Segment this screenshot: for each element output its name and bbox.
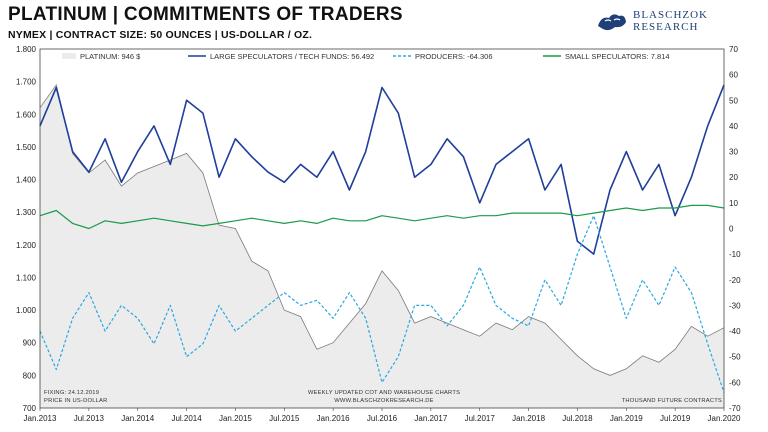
right-axis-tick: 60 (729, 71, 738, 80)
x-axis-tick: Jan.2014 (121, 414, 154, 423)
left-axis-tick: 1.200 (16, 241, 37, 250)
brand-logo: BLASCHZOK RESEARCH (595, 8, 708, 34)
legend-platinum-swatch (62, 53, 76, 59)
x-axis-tick: Jul.2014 (171, 414, 202, 423)
x-axis-tick: Jul.2017 (465, 414, 496, 423)
legend-small-speculators: SMALL SPECULATORS: 7.814 (565, 52, 670, 61)
right-axis-tick: 30 (729, 148, 738, 157)
x-axis-tick: Jul.2019 (660, 414, 691, 423)
right-axis-tick: -50 (729, 353, 741, 362)
left-axis-tick: 1.800 (16, 45, 37, 54)
left-axis-tick: 1.400 (16, 176, 37, 185)
producers-line (39, 215, 725, 393)
right-axis-tick: 20 (729, 173, 738, 182)
fixing-note: FIXING: 24.12.2019 (44, 390, 99, 396)
left-axis-tick: 1.000 (16, 306, 37, 315)
left-axis-tick: 1.700 (16, 78, 37, 87)
website-note: WWW.BLASCHZOKRESEARCH.DE (334, 398, 434, 404)
right-axis-tick: 10 (729, 199, 738, 208)
x-axis-tick: Jan.2013 (24, 414, 57, 423)
platinum-price-area (40, 84, 724, 409)
right-axis-tick: -30 (729, 301, 741, 310)
x-axis-tick: Jan.2016 (317, 414, 350, 423)
left-axis-tick: 1.500 (16, 143, 37, 152)
platinum-price-line (39, 83, 725, 376)
right-axis-tick: 50 (729, 96, 738, 105)
bull-bear-icon (597, 14, 626, 31)
left-axis-tick: 700 (23, 404, 37, 413)
legend-producers: PRODUCERS: -64.306 (415, 52, 493, 61)
legend-platinum: PLATINUM: 946 $ (80, 52, 141, 61)
price-unit-note: PRICE IN US-DOLLAR (44, 398, 108, 404)
chart-subtitle: NYMEX | CONTRACT SIZE: 50 OUNCES | US-DO… (8, 29, 313, 41)
x-axis-tick: Jan.2017 (414, 414, 447, 423)
weekly-charts-note: WEEKLY UPDATED COT AND WAREHOUSE CHARTS (308, 390, 460, 396)
x-axis-tick: Jan.2018 (512, 414, 545, 423)
large-speculators-line (39, 84, 725, 255)
chart-footer: FIXING: 24.12.2019 PRICE IN US-DOLLAR WE… (44, 390, 722, 404)
logo-line-1: BLASCHZOK (632, 9, 708, 21)
logo-line-2: RESEARCH (632, 21, 699, 33)
right-axis-tick: -40 (729, 327, 741, 336)
axes: 7008009001.0001.1001.2001.3001.4001.5001… (16, 45, 741, 423)
right-axis-tick: -60 (729, 378, 741, 387)
right-axis-tick: 70 (729, 45, 738, 54)
right-axis-tick: -10 (729, 250, 741, 259)
plot-area (39, 83, 725, 409)
legend: PLATINUM: 946 $ LARGE SPECULATORS / TECH … (62, 52, 670, 61)
legend-large-speculators: LARGE SPECULATORS / TECH FUNDS: 56.492 (210, 52, 374, 61)
left-axis-tick: 800 (23, 371, 37, 380)
right-axis-tick: 0 (729, 225, 734, 234)
right-axis-tick: 40 (729, 122, 738, 131)
x-axis-tick: Jan.2015 (219, 414, 252, 423)
left-axis-tick: 1.100 (16, 273, 37, 282)
x-axis-tick: Jul.2016 (367, 414, 398, 423)
x-axis-tick: Jan.2020 (708, 414, 741, 423)
left-axis-tick: 900 (23, 339, 37, 348)
left-axis-tick: 1.300 (16, 208, 37, 217)
right-axis-tick: -70 (729, 404, 741, 413)
x-axis-tick: Jul.2013 (74, 414, 105, 423)
x-axis-tick: Jul.2015 (269, 414, 300, 423)
x-axis-tick: Jan.2019 (610, 414, 643, 423)
right-axis-tick: -20 (729, 276, 741, 285)
x-axis-tick: Jul.2018 (562, 414, 593, 423)
left-axis-tick: 1.600 (16, 110, 37, 119)
chart-title: PLATINUM | COMMITMENTS OF TRADERS (8, 4, 403, 25)
contracts-unit-note: THOUSAND FUTURE CONTRACTS (622, 398, 722, 404)
small-speculators-line (39, 204, 725, 230)
